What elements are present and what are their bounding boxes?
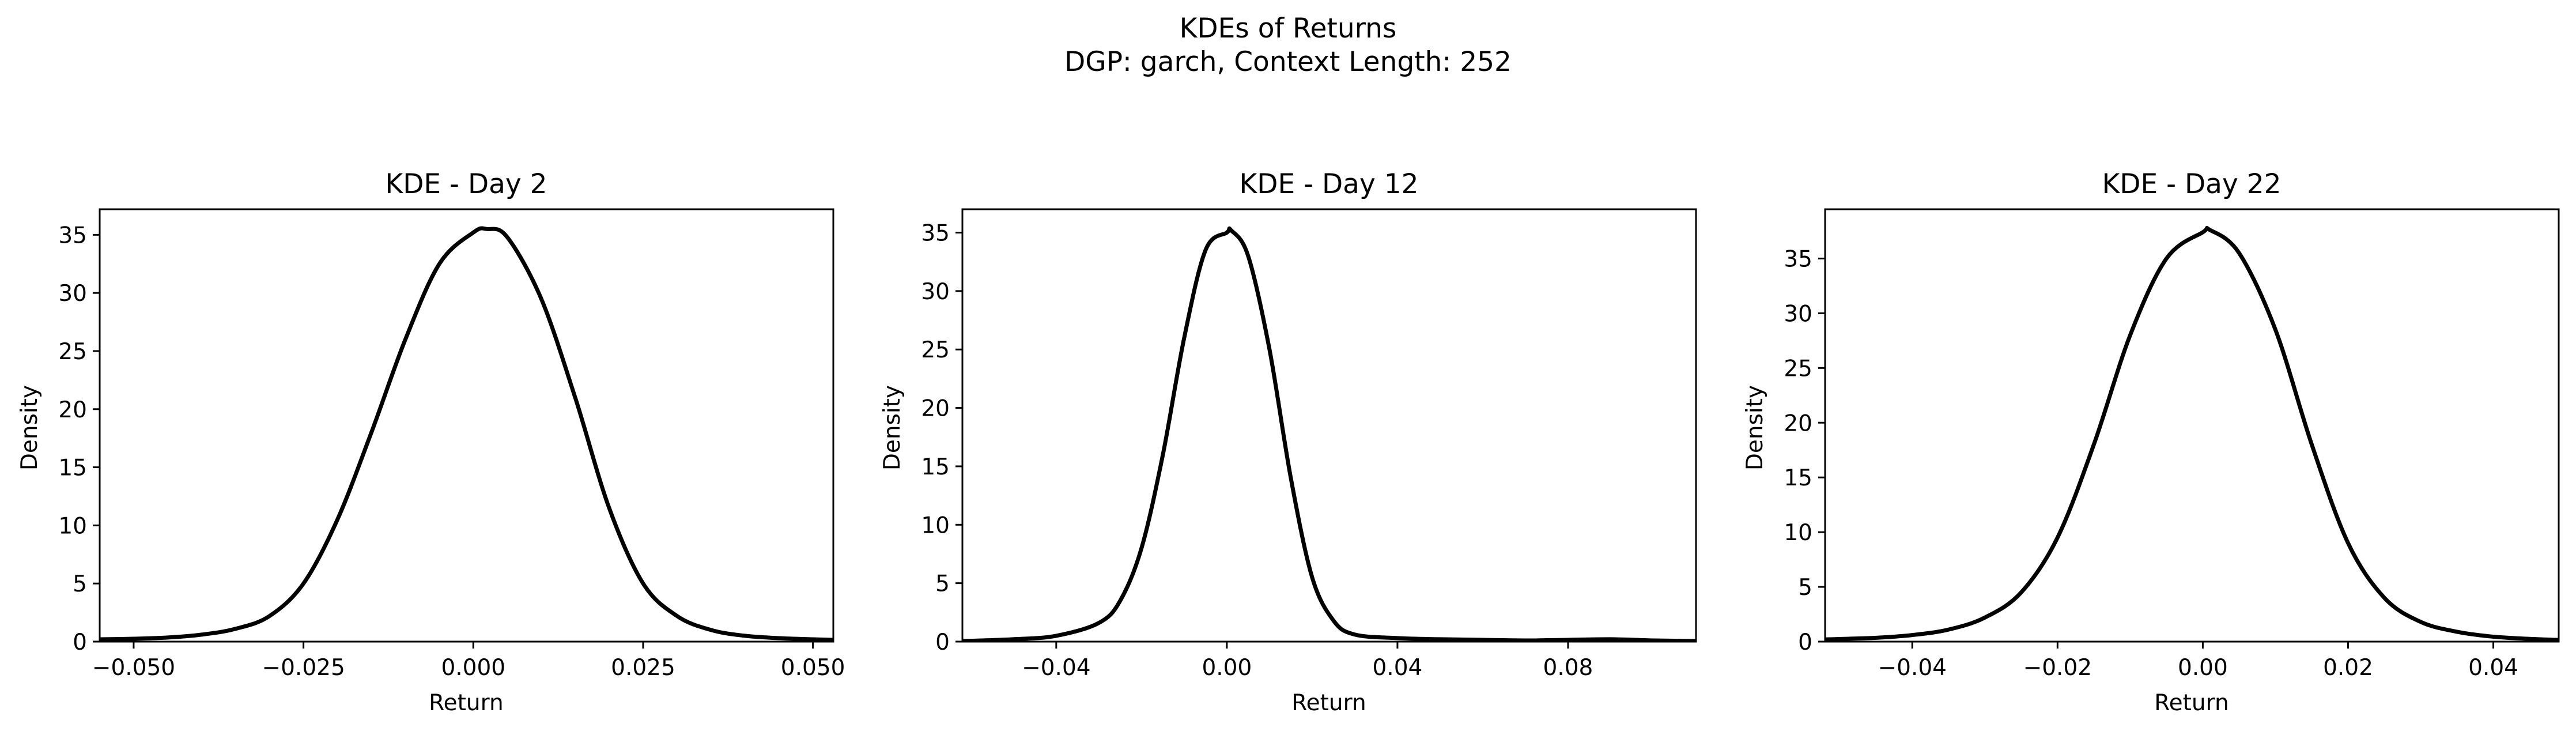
y-tick-label: 0 <box>73 630 87 655</box>
y-tick-label: 20 <box>921 396 950 422</box>
x-axis-label: Return <box>429 690 503 716</box>
axes-frame <box>1824 208 2560 643</box>
y-tick-label: 30 <box>921 279 950 305</box>
y-tick-label: 35 <box>921 221 950 247</box>
y-axis-label: Density <box>17 385 43 470</box>
x-tick-label: 0.02 <box>2323 655 2373 681</box>
x-axis-label: Return <box>2154 690 2228 716</box>
panel-title: KDE - Day 12 <box>1239 168 1418 200</box>
axes-frame <box>961 208 1697 643</box>
kde-density-curve <box>100 226 833 642</box>
y-tick-label: 0 <box>1798 630 1812 655</box>
axes-frame <box>99 208 834 643</box>
y-tick-label: 25 <box>58 339 87 365</box>
y-tick-label: 20 <box>58 397 87 423</box>
kde-density-curve <box>962 226 1696 642</box>
y-tick-label: 30 <box>58 281 87 307</box>
x-tick-label: 0.00 <box>2178 655 2228 681</box>
x-tick-label: −0.04 <box>1022 655 1091 681</box>
x-axis-label: Return <box>1291 690 1366 716</box>
x-tick-label: −0.02 <box>2023 655 2092 681</box>
panel-title: KDE - Day 22 <box>2102 168 2281 200</box>
kde-day-2-panel: KDE - Day 2 Return Density −0.050 −0.025 0… <box>17 168 845 716</box>
x-tick-label: 0.00 <box>1202 655 1252 681</box>
x-tick-label: −0.04 <box>1878 655 1947 681</box>
kde-day-12-panel: KDE - Day 12 Return Density −0.04 0.00 0.0… <box>879 168 1697 716</box>
panel-title: KDE - Day 2 <box>385 168 547 200</box>
y-tick-label: 10 <box>58 513 87 539</box>
y-tick-label: 35 <box>58 223 87 248</box>
y-tick-label: 15 <box>1784 465 1812 491</box>
kde-day-22-panel: KDE - Day 22 Return Density −0.04 −0.02 0.… <box>1742 168 2560 716</box>
y-tick-label: 15 <box>921 454 950 480</box>
figure-suptitle-line1: KDEs of Returns <box>1180 13 1397 44</box>
kde-density-curve <box>1825 225 2559 642</box>
y-tick-label: 25 <box>921 337 950 363</box>
x-tick-label: 0.04 <box>2468 655 2518 681</box>
figure-suptitle-line2: DGP: garch, Context Length: 252 <box>1064 46 1512 78</box>
y-tick-label: 10 <box>1784 520 1812 546</box>
y-tick-label: 15 <box>58 455 87 481</box>
y-axis-label: Density <box>1742 385 1768 470</box>
y-tick-label: 25 <box>1784 356 1812 382</box>
y-tick-label: 20 <box>1784 410 1812 436</box>
y-tick-label: 10 <box>921 512 950 538</box>
x-tick-label: −0.050 <box>92 655 175 681</box>
y-tick-label: 5 <box>935 571 950 597</box>
y-tick-label: 30 <box>1784 301 1812 327</box>
y-tick-label: 5 <box>1798 575 1812 601</box>
x-tick-label: 0.000 <box>441 655 505 681</box>
x-tick-label: 0.04 <box>1372 655 1422 681</box>
y-tick-label: 35 <box>1784 246 1812 272</box>
x-tick-label: 0.050 <box>781 655 845 681</box>
x-tick-label: 0.025 <box>611 655 675 681</box>
x-tick-label: −0.025 <box>262 655 345 681</box>
y-axis-label: Density <box>879 385 905 470</box>
y-tick-label: 0 <box>935 630 950 655</box>
y-tick-label: 5 <box>73 571 87 597</box>
x-tick-label: 0.08 <box>1543 655 1593 681</box>
